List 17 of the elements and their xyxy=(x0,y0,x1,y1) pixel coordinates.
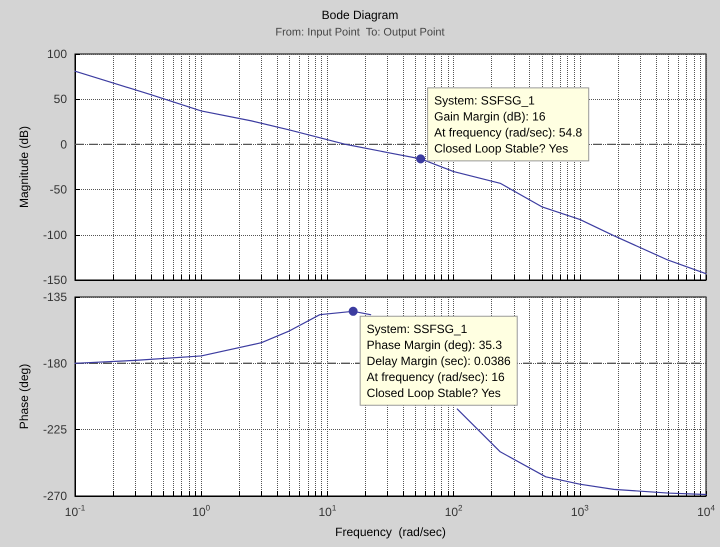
y-tick-label: -135 xyxy=(42,290,68,304)
annotation: System: SSFSG_1 Gain Margin (dB): 16 At frequency (rad/sec): 54.8 Closed Loop Stable? Yes xyxy=(434,93,583,156)
y-tick-label: 100 xyxy=(46,47,68,61)
y-axis-title: Phase (deg) xyxy=(17,364,31,430)
y-tick-label: -50 xyxy=(50,182,68,197)
y-tick-label: -180 xyxy=(42,356,68,370)
y-tick-label: 0 xyxy=(60,137,68,152)
chart-title: Bode Diagram xyxy=(322,8,398,22)
y-tick-label: 50 xyxy=(54,92,68,106)
y-tick-label: -225 xyxy=(42,422,68,437)
chart-subtitle: From: Input Point To: Output Point xyxy=(275,26,445,38)
y-tick-label: -150 xyxy=(42,273,68,287)
x-axis-title: Frequency (rad/sec) xyxy=(335,525,446,539)
annotation: System: SSFSG_1 Phase Margin (deg): 35.3 Delay Margin (sec): 0.0386 At frequency (rad/sec): 16 Closed Loop Stable? Yes xyxy=(366,322,512,400)
y-tick-label: -270 xyxy=(42,489,68,503)
y-tick-label: -100 xyxy=(42,228,68,242)
y-axis-title: Magnitude (dB) xyxy=(17,126,31,208)
